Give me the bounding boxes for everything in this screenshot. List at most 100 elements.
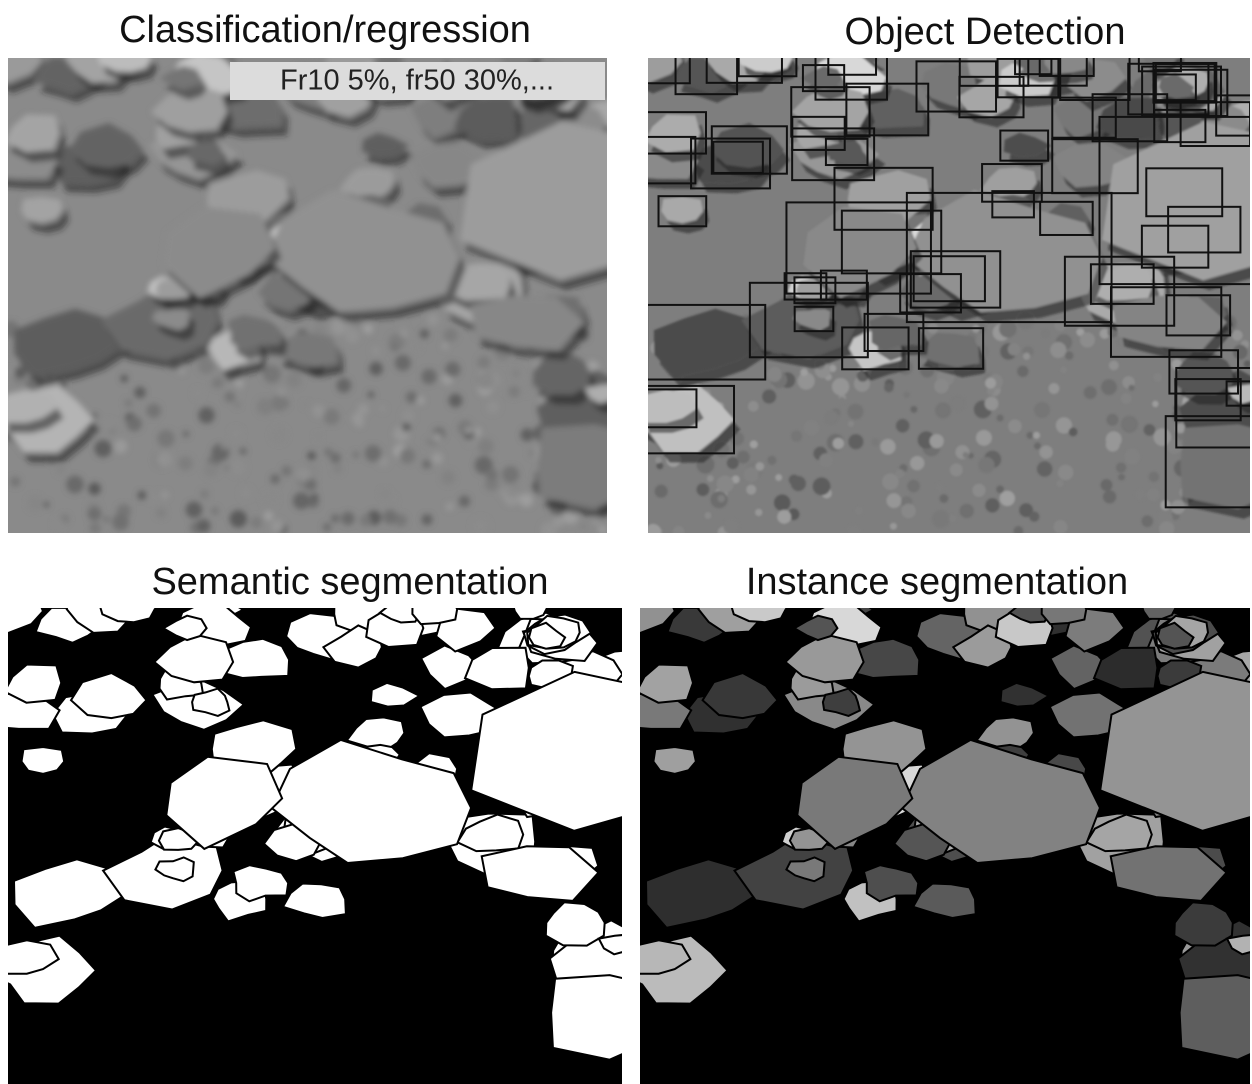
gravel xyxy=(385,495,396,506)
gravel xyxy=(472,518,490,536)
gravel xyxy=(580,523,588,531)
gravel xyxy=(972,484,985,497)
gravel xyxy=(838,397,845,404)
gravel xyxy=(60,382,66,388)
gravel xyxy=(357,404,368,415)
gravel xyxy=(960,504,974,518)
gravel xyxy=(813,477,831,495)
page: Fr10 5%, fr50 30%,... Classification/reg… xyxy=(0,0,1252,1084)
gravel xyxy=(371,346,381,356)
gravel xyxy=(718,495,726,503)
gravel xyxy=(598,525,608,535)
gravel xyxy=(1101,379,1117,395)
gravel xyxy=(486,468,498,480)
gravel xyxy=(212,377,224,389)
gravel xyxy=(655,485,668,498)
gravel xyxy=(262,491,278,507)
gravel xyxy=(432,453,443,464)
gravel xyxy=(950,463,963,476)
gravel xyxy=(1034,442,1041,449)
gravel xyxy=(1232,330,1243,341)
gravel xyxy=(1135,489,1146,500)
gravel xyxy=(277,388,286,397)
gravel xyxy=(315,434,322,441)
gravel xyxy=(855,507,864,516)
gravel xyxy=(112,514,129,531)
gravel xyxy=(737,451,750,464)
gravel xyxy=(777,510,791,524)
panel-title: Semantic segmentation xyxy=(151,561,548,603)
gravel xyxy=(43,501,49,507)
gravel xyxy=(240,448,247,455)
gravel xyxy=(477,356,490,369)
gravel xyxy=(707,475,714,482)
panel-title: Classification/regression xyxy=(119,9,531,51)
gravel xyxy=(1149,472,1159,482)
instance-panel xyxy=(611,584,1252,1084)
gravel xyxy=(697,483,710,496)
gravel xyxy=(156,452,172,468)
gravel xyxy=(824,410,839,425)
gravel xyxy=(89,522,101,534)
gravel xyxy=(445,362,460,377)
gravel xyxy=(197,519,211,533)
gravel xyxy=(848,434,863,449)
gravel xyxy=(645,524,661,540)
gravel xyxy=(477,372,495,390)
gravel xyxy=(449,394,463,408)
gravel xyxy=(996,486,1004,494)
gravel xyxy=(1109,360,1119,370)
rock-instance xyxy=(1180,975,1252,1060)
rock xyxy=(538,424,663,508)
gravel xyxy=(1013,526,1023,536)
gravel xyxy=(949,515,956,522)
gravel xyxy=(264,511,273,520)
gravel xyxy=(271,395,287,411)
gravel xyxy=(499,488,508,497)
gravel xyxy=(791,476,806,491)
gravel xyxy=(1101,479,1113,491)
gravel xyxy=(353,451,360,458)
gravel xyxy=(345,329,359,343)
gravel xyxy=(257,398,274,415)
gravel xyxy=(465,427,472,434)
gravel xyxy=(1116,463,1126,473)
gravel xyxy=(444,328,458,342)
gravel xyxy=(402,409,415,422)
gravel xyxy=(186,502,202,518)
gravel xyxy=(950,395,966,411)
gravel xyxy=(1000,491,1016,507)
gravel xyxy=(655,457,662,464)
gravel xyxy=(502,466,519,483)
gravel xyxy=(426,438,432,444)
gravel xyxy=(871,438,879,446)
gravel xyxy=(224,391,235,402)
gravel xyxy=(286,372,302,388)
gravel xyxy=(907,480,920,493)
gravel xyxy=(896,419,909,432)
gravel xyxy=(895,469,904,478)
gravel xyxy=(459,496,470,507)
gravel xyxy=(178,456,193,471)
gravel xyxy=(848,404,864,420)
gravel xyxy=(521,428,534,441)
gravel xyxy=(1048,383,1059,394)
gravel xyxy=(1056,480,1063,487)
gravel xyxy=(934,379,949,394)
gravel xyxy=(124,399,133,408)
gravel xyxy=(1034,402,1050,418)
gravel xyxy=(929,434,943,448)
gravel xyxy=(193,389,203,399)
gravel xyxy=(723,518,739,534)
gravel xyxy=(1058,465,1074,481)
gravel xyxy=(303,402,309,408)
gravel xyxy=(104,420,115,431)
gravel xyxy=(717,475,734,492)
gravel xyxy=(311,493,319,501)
rock-mask xyxy=(22,747,65,774)
gravel xyxy=(1069,428,1078,437)
gravel xyxy=(848,421,854,427)
gravel xyxy=(331,514,340,523)
gravel xyxy=(200,490,209,499)
gravel xyxy=(88,483,100,495)
